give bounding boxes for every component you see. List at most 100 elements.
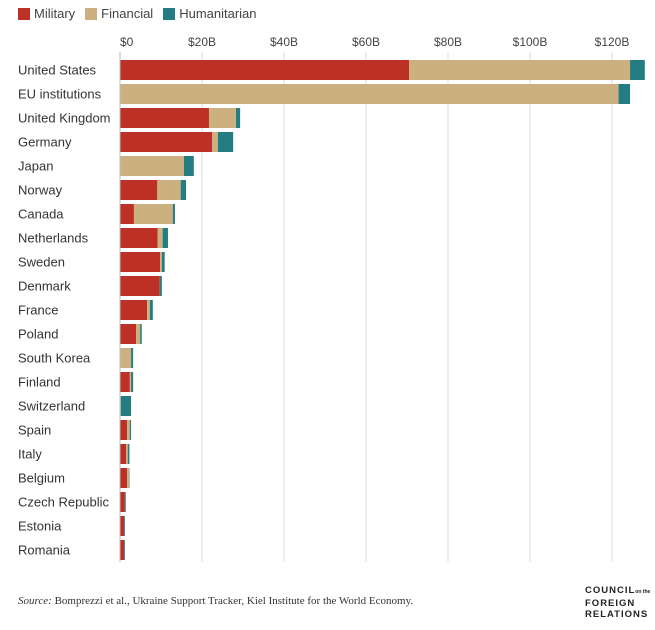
bar-military [120,276,160,296]
category-label: Germany [18,135,72,150]
bar-financial [409,60,631,80]
bar-military [120,228,158,248]
category-label: United Kingdom [18,111,111,126]
bar-financial [126,444,128,464]
legend-label: Financial [101,6,154,21]
bar-military [120,516,125,536]
legend: Military Financial Humanitarian [18,6,257,21]
source-label: Source: [18,595,52,607]
logo-on: on the [635,589,651,595]
bar-humanitarian [618,84,631,104]
x-tick-label: $0 [120,35,134,49]
category-label: Denmark [18,279,71,294]
bar-humanitarian [159,276,162,296]
category-label: Poland [18,327,58,342]
category-label: Belgium [18,471,65,486]
bar-humanitarian [162,228,168,248]
bar-military [120,492,125,512]
category-label: France [18,303,58,318]
category-label: Italy [18,447,42,462]
bar-humanitarian [180,180,187,200]
category-label: Canada [18,207,64,222]
legend-item-military: Military [18,6,75,21]
bar-military [120,444,127,464]
logo-line: FOREIGN [585,598,636,609]
category-label: United States [18,63,97,78]
bar-financial [147,300,150,320]
bar-humanitarian [127,444,130,464]
category-label: Spain [18,423,51,438]
category-label: Japan [18,159,53,174]
category-label: Sweden [18,255,65,270]
cfr-logo: COUNCILon the FOREIGN RELATIONS [585,585,650,620]
financial-swatch [85,7,98,20]
bar-humanitarian [140,324,142,344]
bar-humanitarian [183,156,194,176]
bar-military [120,540,125,560]
bar-humanitarian [129,420,132,440]
bar-military [120,372,130,392]
bar-humanitarian [131,372,134,392]
military-swatch [18,7,30,20]
category-label: Estonia [18,519,62,534]
humanitarian-swatch [163,7,176,20]
category-label: South Korea [18,351,91,366]
bar-financial [126,420,130,440]
bar-financial [135,324,141,344]
x-tick-label: $100B [513,35,548,49]
bar-military [120,252,161,272]
bar-humanitarian [161,252,165,272]
source-note: Source: Bomprezzi et al., Ukraine Suppor… [18,595,413,607]
bar-financial [157,180,181,200]
bar-military [120,468,127,488]
bar-financial [208,108,237,128]
bar-financial [160,252,162,272]
bar-humanitarian [124,540,125,560]
legend-label: Humanitarian [179,6,257,21]
category-label: Finland [18,375,61,390]
bar-chart: $0 $20B $40B $60B $80B $100B $120B United State… [18,35,645,562]
bar-humanitarian [630,60,645,80]
logo-line: RELATIONS [585,609,649,620]
bar-humanitarian [172,204,175,224]
x-tick-label: $80B [434,35,462,49]
logo-line: COUNCIL [585,585,636,596]
category-label: Norway [18,183,63,198]
x-tick-label: $120B [595,35,630,49]
bar-military [120,420,127,440]
bar-humanitarian [217,132,234,152]
bar-military [120,108,209,128]
bar-military [120,300,148,320]
bar-military [120,180,158,200]
x-tick-label: $40B [270,35,298,49]
bar-humanitarian [124,492,126,512]
category-label: Romania [18,543,71,558]
bar-financial [126,468,130,488]
bar-humanitarian [149,300,153,320]
bar-humanitarian [131,348,134,368]
bar-financial [120,84,619,104]
bar-military [120,60,410,80]
category-label: Czech Republic [18,495,110,510]
bar-humanitarian [120,396,132,416]
bar-humanitarian [236,108,241,128]
x-tick-label: $60B [352,35,380,49]
bar-military [120,204,134,224]
legend-item-financial: Financial [85,6,153,21]
bar-financial [120,156,184,176]
bar-financial [133,204,173,224]
bar-financial [129,372,132,392]
category-label: Netherlands [18,231,89,246]
legend-item-humanitarian: Humanitarian [163,6,257,21]
legend-label: Military [34,6,76,21]
category-label: Switzerland [18,399,85,414]
bar-humanitarian [124,516,125,536]
x-tick-label: $20B [188,35,216,49]
bar-financial [157,228,163,248]
bar-military [120,132,213,152]
bar-financial [120,348,132,368]
bar-financial [212,132,218,152]
source-text: Bomprezzi et al., Ukraine Support Tracke… [51,595,414,607]
category-label: EU institutions [18,87,102,102]
bar-military [120,324,136,344]
